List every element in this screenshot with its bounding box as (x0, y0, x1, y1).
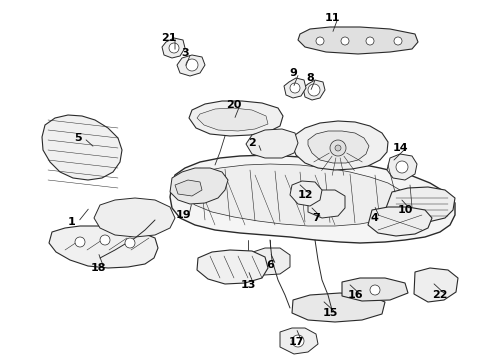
Polygon shape (170, 168, 228, 204)
Text: 8: 8 (306, 73, 314, 83)
Polygon shape (284, 78, 306, 98)
Text: 12: 12 (297, 190, 313, 200)
Text: 13: 13 (240, 280, 256, 290)
Polygon shape (386, 187, 455, 222)
Circle shape (316, 37, 324, 45)
Polygon shape (49, 226, 158, 268)
Circle shape (186, 59, 198, 71)
Polygon shape (94, 198, 175, 237)
Text: 16: 16 (347, 290, 363, 300)
Polygon shape (252, 248, 290, 275)
Text: 18: 18 (90, 263, 106, 273)
Text: 4: 4 (370, 213, 378, 223)
Text: 1: 1 (68, 217, 76, 227)
Text: 3: 3 (181, 48, 189, 58)
Polygon shape (177, 55, 205, 76)
Text: 19: 19 (175, 210, 191, 220)
Circle shape (396, 161, 408, 173)
Polygon shape (180, 164, 408, 226)
Polygon shape (414, 268, 458, 302)
Polygon shape (197, 250, 268, 284)
Polygon shape (298, 27, 418, 54)
Text: 9: 9 (289, 68, 297, 78)
Circle shape (335, 145, 341, 151)
Circle shape (75, 237, 85, 247)
Text: 5: 5 (74, 133, 82, 143)
Polygon shape (308, 190, 345, 218)
Text: 20: 20 (226, 100, 242, 110)
Text: 7: 7 (312, 213, 320, 223)
Text: 2: 2 (248, 138, 256, 148)
Circle shape (290, 83, 300, 93)
Polygon shape (303, 80, 325, 100)
Text: 17: 17 (288, 337, 304, 347)
Circle shape (341, 37, 349, 45)
Text: 21: 21 (161, 33, 177, 43)
Circle shape (366, 37, 374, 45)
Polygon shape (290, 181, 322, 206)
Text: 6: 6 (266, 260, 274, 270)
Text: 14: 14 (392, 143, 408, 153)
Circle shape (370, 285, 380, 295)
Polygon shape (292, 293, 385, 322)
Circle shape (394, 37, 402, 45)
Circle shape (169, 43, 179, 53)
Polygon shape (342, 278, 408, 301)
Polygon shape (308, 131, 369, 163)
Polygon shape (189, 101, 283, 136)
Polygon shape (292, 121, 388, 170)
Circle shape (125, 238, 135, 248)
Circle shape (308, 84, 320, 96)
Polygon shape (42, 115, 122, 180)
Polygon shape (387, 154, 417, 180)
Text: 11: 11 (324, 13, 340, 23)
Polygon shape (175, 180, 202, 196)
Polygon shape (246, 129, 298, 158)
Polygon shape (368, 207, 432, 236)
Circle shape (100, 235, 110, 245)
Circle shape (330, 140, 346, 156)
Polygon shape (170, 155, 455, 243)
Polygon shape (197, 108, 268, 131)
Text: 10: 10 (397, 205, 413, 215)
Text: 22: 22 (432, 290, 448, 300)
Polygon shape (162, 38, 185, 58)
Polygon shape (280, 328, 318, 354)
Text: 15: 15 (322, 308, 338, 318)
Circle shape (292, 335, 304, 347)
